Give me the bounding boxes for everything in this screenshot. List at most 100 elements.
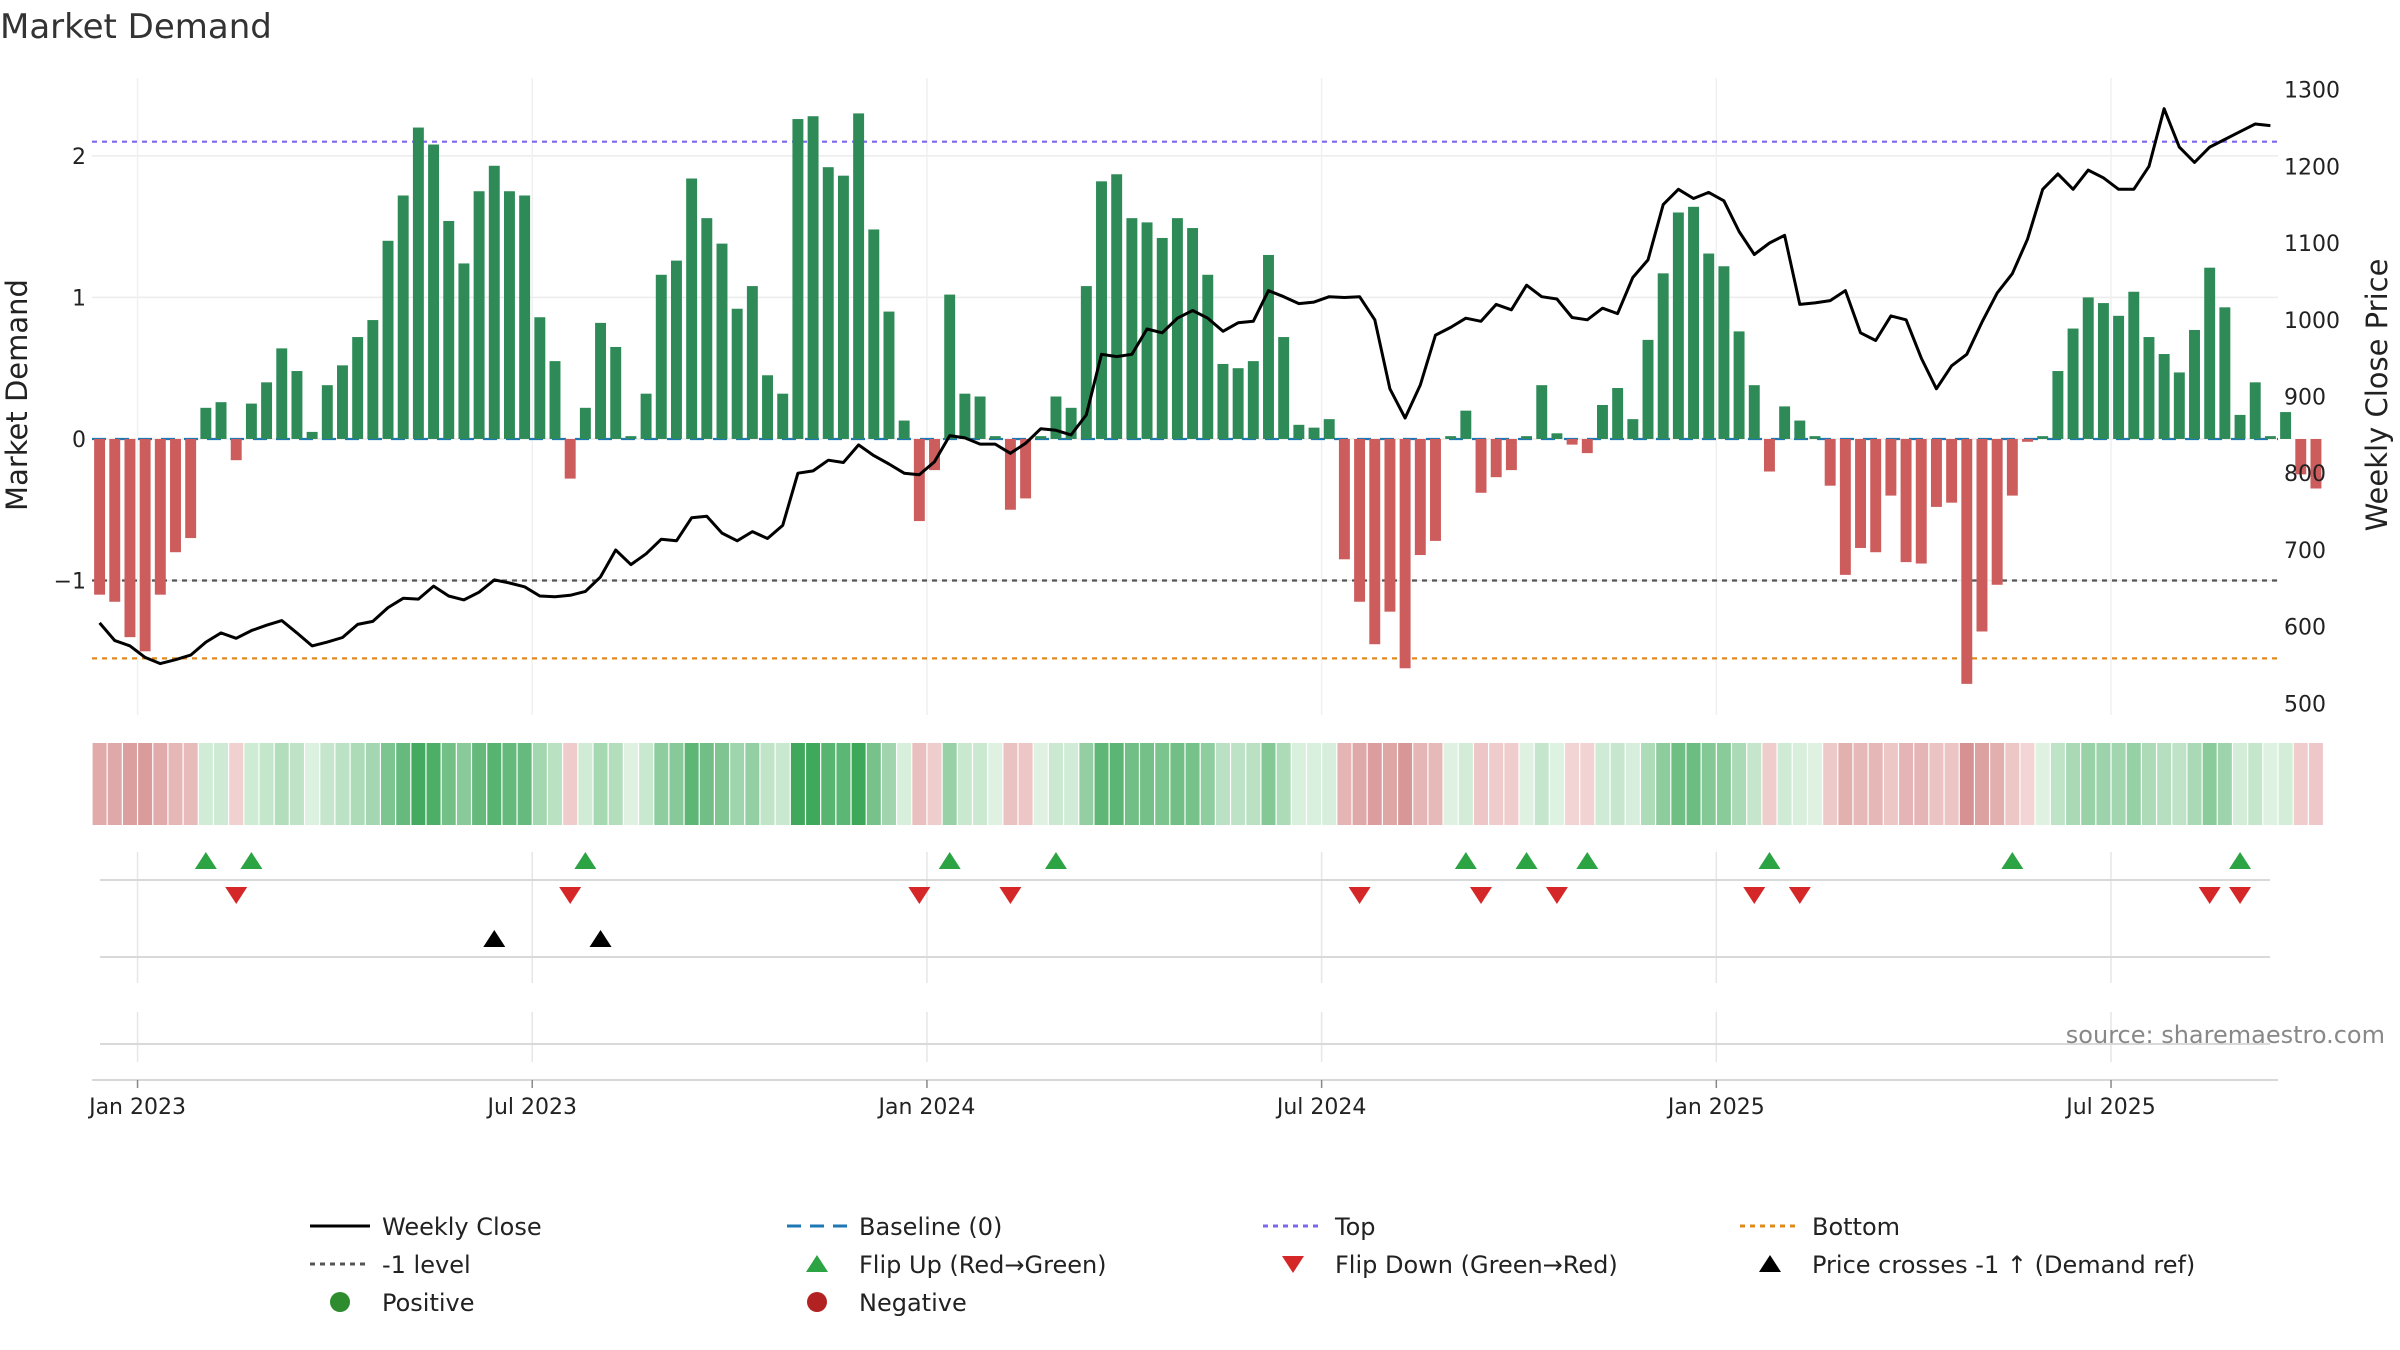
- demand-bar: [640, 393, 652, 439]
- heatmap-cell: [2278, 743, 2293, 825]
- heatmap-cell: [1974, 743, 1989, 825]
- chart-title: Market Demand: [0, 7, 272, 47]
- demand-bar: [2158, 354, 2170, 439]
- demand-bar: [352, 337, 364, 439]
- heatmap-cell: [168, 743, 183, 825]
- heatmap-cell: [2005, 743, 2020, 825]
- demand-bar: [94, 438, 106, 595]
- price-line-group: [98, 107, 2271, 666]
- heatmap-cell: [1701, 743, 1716, 825]
- flip-down-marker: [1788, 887, 1811, 904]
- heatmap-cell: [1686, 743, 1701, 825]
- demand-bar: [337, 365, 348, 439]
- heatmap-cell: [2263, 743, 2278, 825]
- right-tick-label: 500: [2284, 692, 2326, 717]
- heatmap-cell: [1990, 743, 2005, 825]
- demand-bar: [2234, 414, 2246, 439]
- right-tick-label: 800: [2284, 462, 2326, 487]
- right-tick-label: 600: [2284, 616, 2326, 641]
- heatmap-cell: [1504, 743, 1519, 825]
- demand-bar: [686, 178, 698, 439]
- demand-bar: [230, 438, 242, 461]
- demand-bar: [170, 438, 181, 553]
- demand-bar: [1065, 407, 1077, 439]
- heatmap-cell: [942, 743, 957, 825]
- demand-bar: [2143, 337, 2155, 439]
- heatmap-cell: [790, 743, 805, 825]
- demand-bar: [549, 361, 561, 439]
- legend-label: Baseline (0): [859, 1213, 1002, 1241]
- flip-down-marker: [2198, 887, 2221, 904]
- demand-bar: [883, 311, 895, 439]
- heatmap-cell: [1823, 743, 1838, 825]
- heatmap-cell: [153, 743, 168, 825]
- legend-label: Positive: [382, 1289, 475, 1317]
- demand-bar: [1581, 438, 1593, 454]
- heatmap-cell: [92, 743, 107, 825]
- demand-bar: [1505, 438, 1517, 471]
- demand-bar: [1475, 438, 1487, 493]
- demand-bar: [1278, 337, 1290, 439]
- right-tick-label: 700: [2284, 539, 2326, 564]
- heatmap-cell: [1048, 743, 1063, 825]
- heatmap-cell: [1337, 743, 1352, 825]
- legend-label: Top: [1334, 1213, 1376, 1241]
- heatmap-cell: [2308, 743, 2323, 825]
- demand-bar: [261, 382, 273, 439]
- demand-bar: [595, 322, 607, 439]
- heatmap-cell: [866, 743, 881, 825]
- demand-bar: [321, 385, 333, 439]
- heatmap-cell: [1200, 743, 1215, 825]
- flip-up-marker: [240, 852, 263, 869]
- heatmap-cell: [563, 743, 578, 825]
- heatmap-cell: [2157, 743, 2172, 825]
- demand-bar: [837, 175, 849, 439]
- legend-symbol-triangle-down: [1282, 1256, 1304, 1273]
- demand-bar: [382, 240, 394, 439]
- demand-bar: [291, 371, 303, 439]
- demand-bar: [1247, 361, 1259, 439]
- heatmap-cell: [1883, 743, 1898, 825]
- demand-bar: [1445, 436, 1457, 439]
- flip-down-marker: [999, 887, 1022, 904]
- demand-bar: [2204, 267, 2216, 439]
- heatmap-cell: [229, 743, 244, 825]
- source-credit: source: sharemaestro.com: [2066, 1021, 2385, 1049]
- flip-down-marker: [559, 887, 582, 904]
- heatmap-cell: [639, 743, 654, 825]
- demand-bar: [1126, 218, 1138, 439]
- demand-bar: [2113, 315, 2125, 439]
- heatmap-cell: [1959, 743, 1974, 825]
- demand-bar: [1672, 212, 1684, 439]
- heatmap-cell: [1777, 743, 1792, 825]
- demand-bar: [1035, 436, 1047, 439]
- left-tick-label: 0: [72, 428, 86, 453]
- x-tick-label: Jul 2023: [485, 1095, 577, 1120]
- heatmap-cell: [1003, 743, 1018, 825]
- heatmap-cell: [2172, 743, 2187, 825]
- legend-label: Negative: [859, 1289, 967, 1317]
- heatmap-cell: [1155, 743, 1170, 825]
- heatmap-cell: [1322, 743, 1337, 825]
- demand-bar: [473, 191, 485, 439]
- demand-bar: [1551, 433, 1563, 439]
- heatmap-cell: [745, 743, 760, 825]
- heatmap-cell: [1382, 743, 1397, 825]
- heatmap-cell: [1565, 743, 1580, 825]
- flip-up-marker: [1576, 852, 1599, 869]
- heatmap-cell: [775, 743, 790, 825]
- demand-bar: [154, 438, 166, 595]
- flip-up-marker: [938, 852, 961, 869]
- demand-bar: [974, 396, 986, 439]
- demand-bar: [822, 167, 834, 439]
- heatmap-cell: [1944, 743, 1959, 825]
- demand-bar: [777, 393, 789, 439]
- heatmap-cell: [1808, 743, 1822, 825]
- demand-bar: [428, 144, 440, 439]
- heatmap-cell: [760, 743, 775, 825]
- gridlines: [92, 78, 2278, 1062]
- heatmap-cell: [441, 743, 456, 825]
- heatmap-cell: [2187, 743, 2202, 825]
- heatmap-cell: [1580, 743, 1595, 825]
- heatmap-cell: [2233, 743, 2248, 825]
